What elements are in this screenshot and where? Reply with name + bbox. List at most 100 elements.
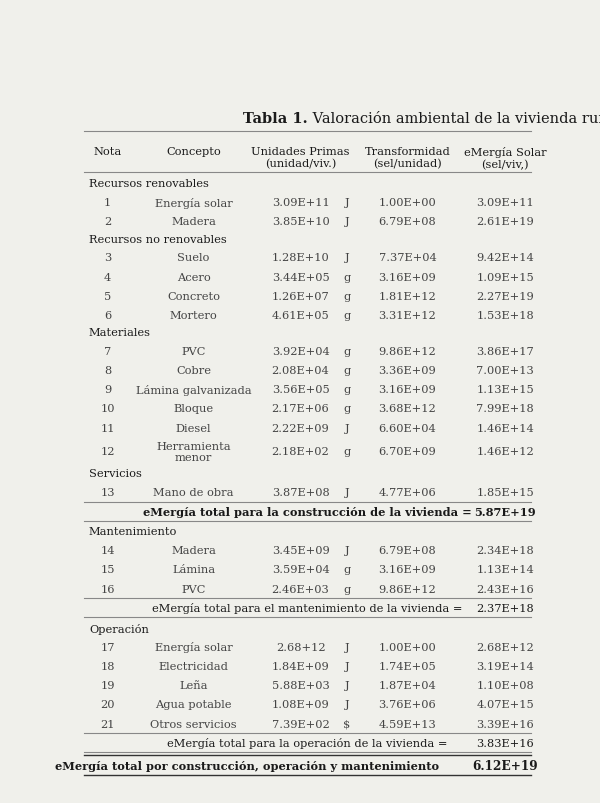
Text: 3.56E+05: 3.56E+05 xyxy=(272,385,329,395)
Text: 9: 9 xyxy=(104,385,111,395)
Text: 3.16E+09: 3.16E+09 xyxy=(379,272,436,282)
Text: Cobre: Cobre xyxy=(176,365,211,376)
Text: 3.85E+10: 3.85E+10 xyxy=(272,217,329,227)
Text: 13: 13 xyxy=(100,487,115,497)
Text: Tabla 1.: Tabla 1. xyxy=(243,112,308,126)
Text: 9.86E+12: 9.86E+12 xyxy=(379,346,436,357)
Text: J: J xyxy=(345,487,349,497)
Text: J: J xyxy=(345,661,349,671)
Text: 1.00E+00: 1.00E+00 xyxy=(379,642,436,652)
Text: $: $ xyxy=(343,719,350,728)
Text: 1.46E+12: 1.46E+12 xyxy=(476,447,534,457)
Text: 3.76E+06: 3.76E+06 xyxy=(379,699,436,710)
Text: 2.68E+12: 2.68E+12 xyxy=(476,642,534,652)
Text: 16: 16 xyxy=(100,584,115,594)
Text: eMergía Solar
(sel/viv,): eMergía Solar (sel/viv,) xyxy=(464,147,547,170)
Text: g: g xyxy=(343,385,350,395)
Text: 2.61E+19: 2.61E+19 xyxy=(476,217,534,227)
Text: g: g xyxy=(343,291,350,301)
Text: 2.37E+18: 2.37E+18 xyxy=(476,603,534,613)
Text: 3.83E+16: 3.83E+16 xyxy=(476,738,534,748)
Text: 6.70E+09: 6.70E+09 xyxy=(379,447,436,457)
Text: 17: 17 xyxy=(100,642,115,652)
Text: 3.36E+09: 3.36E+09 xyxy=(379,365,436,376)
Text: Lámina galvanizada: Lámina galvanizada xyxy=(136,385,251,395)
Text: 2.08E+04: 2.08E+04 xyxy=(272,365,329,376)
Text: 12: 12 xyxy=(100,447,115,457)
Text: J: J xyxy=(345,545,349,556)
Text: 3.45E+09: 3.45E+09 xyxy=(272,545,329,556)
Text: Mortero: Mortero xyxy=(170,311,217,320)
Text: 3.16E+09: 3.16E+09 xyxy=(379,565,436,575)
Text: Unidades Primas
(unidad/viv.): Unidades Primas (unidad/viv.) xyxy=(251,147,350,169)
Text: Mano de obra: Mano de obra xyxy=(154,487,234,497)
Text: Valoración ambiental de la vivienda rural 1.: Valoración ambiental de la vivienda rura… xyxy=(308,112,600,126)
Text: 1.85E+15: 1.85E+15 xyxy=(476,487,534,497)
Text: 4: 4 xyxy=(104,272,111,282)
Text: 3: 3 xyxy=(104,253,111,263)
Text: Suelo: Suelo xyxy=(178,253,210,263)
Text: 1.00E+00: 1.00E+00 xyxy=(379,198,436,208)
Text: J: J xyxy=(345,217,349,227)
Text: 3.59E+04: 3.59E+04 xyxy=(272,565,329,575)
Text: Diesel: Diesel xyxy=(176,423,211,433)
Text: 11: 11 xyxy=(100,423,115,433)
Text: 5: 5 xyxy=(104,291,111,301)
Text: 9.86E+12: 9.86E+12 xyxy=(379,584,436,594)
Text: 3.87E+08: 3.87E+08 xyxy=(272,487,329,497)
Text: 3.68E+12: 3.68E+12 xyxy=(379,404,436,414)
Text: 4.59E+13: 4.59E+13 xyxy=(379,719,436,728)
Text: 1.13E+15: 1.13E+15 xyxy=(476,385,534,395)
Text: 1.87E+04: 1.87E+04 xyxy=(379,680,436,691)
Text: Servicios: Servicios xyxy=(89,469,142,479)
Text: 1.13E+14: 1.13E+14 xyxy=(476,565,534,575)
Text: PVC: PVC xyxy=(181,346,206,357)
Text: 4.07E+15: 4.07E+15 xyxy=(476,699,534,710)
Text: g: g xyxy=(343,447,350,457)
Text: Nota: Nota xyxy=(94,147,122,157)
Text: 1: 1 xyxy=(104,198,111,208)
Text: 21: 21 xyxy=(100,719,115,728)
Text: 9.42E+14: 9.42E+14 xyxy=(476,253,534,263)
Text: 1.53E+18: 1.53E+18 xyxy=(476,311,534,320)
Text: 2.22E+09: 2.22E+09 xyxy=(272,423,329,433)
Text: J: J xyxy=(345,253,349,263)
Text: eMergía total por construcción, operación y mantenimiento: eMergía total por construcción, operació… xyxy=(55,760,439,771)
Text: Leña: Leña xyxy=(179,680,208,691)
Text: Concepto: Concepto xyxy=(166,147,221,157)
Text: Transformidad
(sel/unidad): Transformidad (sel/unidad) xyxy=(365,147,451,169)
Text: 2.68+12: 2.68+12 xyxy=(276,642,325,652)
Text: Mantenimiento: Mantenimiento xyxy=(89,527,178,536)
Text: 2.18E+02: 2.18E+02 xyxy=(272,447,329,457)
Text: 5.88E+03: 5.88E+03 xyxy=(272,680,329,691)
Text: eMergía total para el mantenimiento de la vivienda =: eMergía total para el mantenimiento de l… xyxy=(152,602,463,613)
Text: Herramienta
menor: Herramienta menor xyxy=(156,441,231,463)
Text: Madera: Madera xyxy=(171,545,216,556)
Text: 1.26E+07: 1.26E+07 xyxy=(272,291,329,301)
Text: Agua potable: Agua potable xyxy=(155,699,232,710)
Text: Operación: Operación xyxy=(89,623,149,634)
Text: 2.43E+16: 2.43E+16 xyxy=(476,584,534,594)
Text: 4.61E+05: 4.61E+05 xyxy=(272,311,329,320)
Text: g: g xyxy=(343,311,350,320)
Text: 8: 8 xyxy=(104,365,111,376)
Text: J: J xyxy=(345,423,349,433)
Text: Recursos renovables: Recursos renovables xyxy=(89,179,209,190)
Text: 19: 19 xyxy=(100,680,115,691)
Text: 4.77E+06: 4.77E+06 xyxy=(379,487,436,497)
Text: 6.79E+08: 6.79E+08 xyxy=(379,545,436,556)
Text: 1.74E+05: 1.74E+05 xyxy=(379,661,436,671)
Text: 2.27E+19: 2.27E+19 xyxy=(476,291,534,301)
Text: 20: 20 xyxy=(100,699,115,710)
Text: 3.31E+12: 3.31E+12 xyxy=(379,311,436,320)
Text: J: J xyxy=(345,198,349,208)
Text: Energía solar: Energía solar xyxy=(155,642,232,653)
Text: 1.28E+10: 1.28E+10 xyxy=(272,253,329,263)
Text: g: g xyxy=(343,565,350,575)
Text: Acero: Acero xyxy=(176,272,211,282)
Text: 1.46E+14: 1.46E+14 xyxy=(476,423,534,433)
Text: 2.34E+18: 2.34E+18 xyxy=(476,545,534,556)
Text: 3.16E+09: 3.16E+09 xyxy=(379,385,436,395)
Text: 2.17E+06: 2.17E+06 xyxy=(272,404,329,414)
Text: 3.09E+11: 3.09E+11 xyxy=(272,198,329,208)
